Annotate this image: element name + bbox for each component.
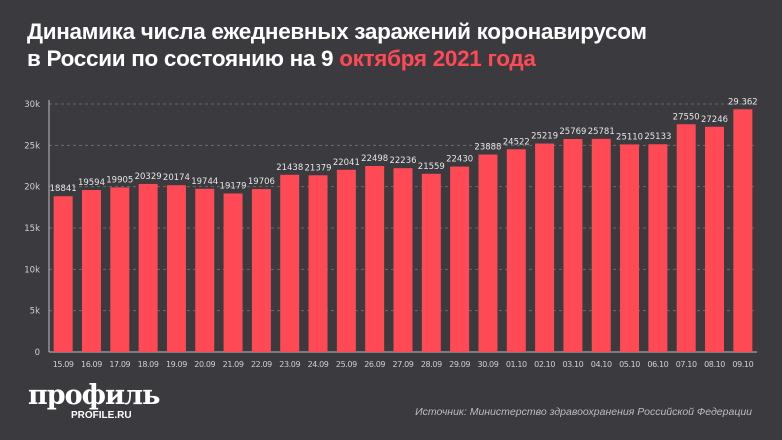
bar (81, 190, 101, 352)
data-label: 20329 (135, 172, 162, 182)
bar (280, 174, 300, 352)
x-tick-label: 07.10 (676, 360, 697, 369)
data-label: 27550 (673, 112, 700, 122)
bar (676, 124, 696, 353)
x-tick-label: 24.09 (308, 360, 329, 369)
bar (506, 149, 526, 352)
data-label: 25110 (616, 132, 643, 142)
source-note: Источник: Министерство здравоохранения Р… (415, 406, 752, 418)
x-tick-label: 02.10 (534, 360, 555, 369)
x-tick-label: 06.10 (647, 360, 668, 369)
x-tick-label: 27.09 (393, 360, 414, 369)
y-tick-label: 20k (24, 183, 40, 193)
y-tick-label: 30k (24, 100, 40, 110)
bar (620, 144, 640, 352)
bar (450, 166, 470, 352)
bar (336, 169, 356, 352)
data-label: 23888 (474, 143, 501, 153)
bar (535, 143, 555, 352)
y-tick-label: 10k (24, 265, 40, 275)
x-tick-label: 23.09 (279, 360, 300, 369)
data-label: 19594 (78, 178, 105, 188)
data-label: 29 362 (728, 97, 758, 107)
data-label: 25219 (531, 132, 558, 142)
x-tick-label: 19.09 (166, 360, 187, 369)
bar (421, 173, 441, 352)
chart-title: Динамика числа ежедневных заражений коро… (27, 18, 647, 72)
x-tick-label: 21.09 (223, 360, 244, 369)
x-tick-label: 17.09 (109, 360, 130, 369)
bar (223, 193, 243, 352)
bar (365, 166, 385, 352)
data-label: 22041 (333, 158, 360, 168)
bar (138, 183, 158, 352)
bar (393, 168, 413, 352)
y-tick-label: 15k (24, 224, 40, 234)
bar (478, 154, 498, 352)
data-label: 22498 (361, 154, 388, 164)
title-date-highlight: октября 2021 года (339, 46, 536, 71)
x-tick-label: 30.09 (478, 360, 499, 369)
data-label: 25769 (559, 127, 586, 137)
data-label: 20174 (163, 173, 190, 183)
bar (166, 185, 186, 352)
data-label: 21379 (305, 163, 332, 173)
bar (251, 189, 271, 352)
bar (308, 175, 328, 352)
bar (705, 126, 725, 352)
bar (563, 138, 583, 352)
x-tick-label: 16.09 (81, 360, 102, 369)
x-tick-label: 26.09 (364, 360, 385, 369)
title-line-2-prefix: в России по состоянию на 9 (27, 46, 340, 71)
logo: профиль (28, 380, 160, 411)
data-label: 25781 (588, 127, 615, 137)
x-tick-label: 05.10 (619, 360, 640, 369)
y-tick-label: 25k (24, 141, 40, 151)
x-tick-label: 04.10 (591, 360, 612, 369)
data-label: 21438 (276, 163, 303, 173)
data-label: 22236 (389, 156, 416, 166)
x-tick-label: 01.10 (506, 360, 527, 369)
y-tick-label: 5k (30, 307, 40, 317)
x-tick-label: 15.09 (53, 360, 74, 369)
title-line-1: Динамика числа ежедневных заражений коро… (27, 19, 647, 44)
bar (195, 188, 215, 352)
title-line-2: в России по состоянию на 9 октября 2021 … (27, 45, 647, 72)
bar (591, 138, 611, 352)
data-label: 25133 (644, 132, 671, 142)
x-tick-label: 03.10 (562, 360, 583, 369)
bar (733, 109, 753, 352)
x-tick-label: 08.10 (704, 360, 725, 369)
x-tick-label: 18.09 (138, 360, 159, 369)
x-tick-label: 09.10 (732, 360, 753, 369)
data-label: 19179 (220, 181, 247, 191)
data-label: 19706 (248, 177, 275, 187)
bar (648, 144, 668, 352)
logo-site: PROFILE.RU (71, 410, 132, 421)
data-label: 18841 (50, 184, 77, 194)
y-tick-label: 0 (35, 348, 40, 358)
x-tick-label: 28.09 (421, 360, 442, 369)
x-tick-label: 25.09 (336, 360, 357, 369)
data-label: 19744 (191, 177, 218, 187)
x-tick-label: 22.09 (251, 360, 272, 369)
x-tick-label: 29.09 (449, 360, 470, 369)
data-label: 27246 (701, 115, 728, 125)
bar (53, 196, 73, 352)
data-label: 22430 (446, 155, 473, 165)
data-label: 24522 (503, 137, 530, 147)
x-tick-label: 20.09 (194, 360, 215, 369)
data-label: 21559 (418, 162, 445, 172)
data-label: 19905 (106, 175, 133, 185)
bar (110, 187, 130, 352)
